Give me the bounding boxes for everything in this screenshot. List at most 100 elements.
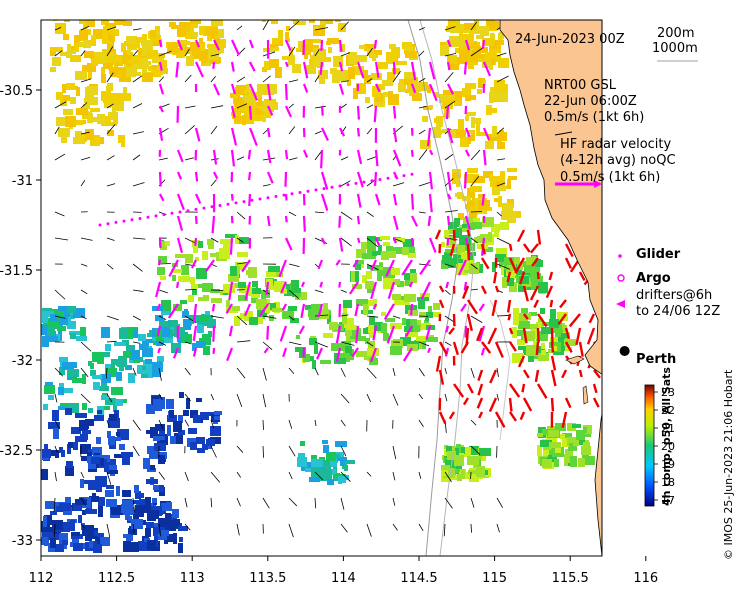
glider-track-point: [194, 207, 198, 211]
current-arrow: [80, 367, 89, 378]
current-arrow: [158, 315, 167, 320]
current-arrow: [236, 103, 248, 109]
sst-pixel: [326, 20, 333, 24]
sst-pixel: [342, 313, 347, 324]
current-arrow: [366, 104, 374, 109]
sst-pixel: [173, 519, 180, 526]
sst-pixel: [383, 278, 394, 289]
sst-pixel: [491, 59, 495, 65]
sst-pixel: [402, 42, 412, 49]
sst-pixel: [299, 347, 306, 358]
sst-pixel: [381, 323, 387, 333]
sst-pixel: [181, 265, 189, 275]
current-arrow: [444, 471, 452, 482]
current-arrow: [262, 497, 270, 509]
sst-pixel: [367, 248, 374, 258]
sst-pixel: [152, 362, 163, 372]
current-arrow: [470, 315, 483, 323]
sst-pixel: [385, 318, 395, 322]
sst-pixel: [125, 365, 132, 370]
sst-pixel: [313, 60, 324, 67]
nrt-arrow: [338, 83, 345, 95]
nrt-arrow: [338, 61, 344, 72]
sst-pixel: [45, 501, 54, 509]
hf-radar-arrow: [480, 243, 487, 255]
nrt-arrow: [464, 39, 471, 51]
sst-pixel: [113, 56, 122, 63]
sst-pixel: [99, 352, 110, 357]
sst-pixel: [375, 93, 383, 102]
sst-pixel: [518, 281, 522, 289]
sst-pixel: [211, 298, 222, 303]
current-arrow: [80, 393, 91, 404]
sst-pixel: [146, 479, 158, 484]
sst-pixel: [526, 257, 538, 265]
sst-pixel: [331, 343, 342, 351]
sst-pixel: [451, 131, 456, 138]
sst-pixel: [292, 288, 301, 297]
sst-pixel: [198, 241, 203, 248]
sst-pixel: [123, 534, 131, 538]
sst-pixel: [244, 311, 253, 321]
sst-pixel: [523, 331, 535, 341]
current-arrow: [470, 263, 478, 270]
sst-pixel: [168, 329, 173, 338]
sst-pixel: [63, 109, 73, 115]
current-arrow: [288, 126, 296, 135]
glider-track-point: [330, 185, 334, 189]
hf-radar-arrow: [536, 383, 548, 399]
sst-pixel: [210, 45, 221, 54]
sst-pixel: [157, 267, 165, 275]
sst-pixel: [58, 406, 65, 410]
sst-pixel: [61, 132, 67, 143]
nrt-arrow: [285, 237, 293, 251]
sst-pixel: [184, 309, 188, 315]
sst-pixel: [135, 491, 141, 499]
current-arrow: [496, 523, 500, 533]
sst-pixel: [398, 83, 406, 92]
current-arrow: [158, 289, 168, 294]
sst-pixel: [355, 260, 361, 270]
nrt-arrow: [445, 325, 450, 333]
sst-pixel: [303, 354, 310, 362]
sst-pixel: [428, 306, 432, 315]
sst-pixel: [452, 173, 461, 178]
sst-pixel: [446, 91, 455, 100]
current-arrow: [53, 497, 56, 512]
sst-pixel: [160, 327, 170, 337]
sst-pixel: [455, 193, 460, 197]
sst-pixel: [252, 288, 261, 294]
sst-pixel: [464, 23, 476, 30]
sst-pixel: [268, 266, 280, 272]
sst-pixel: [405, 47, 413, 54]
sst-pixel: [72, 378, 84, 383]
nrt-arrow: [158, 237, 162, 249]
sst-pixel: [82, 113, 89, 119]
nrt-arrow: [392, 105, 397, 119]
sst-pixel: [489, 174, 493, 181]
drifters-date-label: to 24/06 12Z: [636, 304, 721, 319]
sst-pixel: [55, 23, 66, 34]
sst-pixel: [482, 217, 494, 227]
nrt-arrow: [446, 171, 452, 191]
nrt-arrow: [374, 193, 381, 206]
sst-pixel: [67, 321, 76, 329]
current-arrow: [132, 341, 141, 344]
sst-pixel: [459, 39, 470, 47]
nrt-arrow: [338, 303, 342, 317]
sst-pixel: [550, 337, 562, 344]
sst-pixel: [183, 410, 189, 416]
sst-pixel: [446, 41, 455, 45]
sst-pixel: [254, 110, 264, 121]
current-arrow: [236, 340, 251, 343]
sst-pixel: [133, 359, 140, 363]
sst-pixel: [500, 171, 505, 182]
nrt-title: NRT00 GSL: [544, 78, 616, 93]
colorbar-tick-label: 19: [661, 458, 675, 471]
hf-radar-arrow: [557, 313, 567, 325]
sst-pixel: [439, 94, 446, 103]
sst-pixel: [97, 533, 104, 537]
sst-pixel: [358, 83, 366, 94]
current-arrow: [392, 367, 396, 377]
hf-radar-arrow: [494, 411, 506, 428]
